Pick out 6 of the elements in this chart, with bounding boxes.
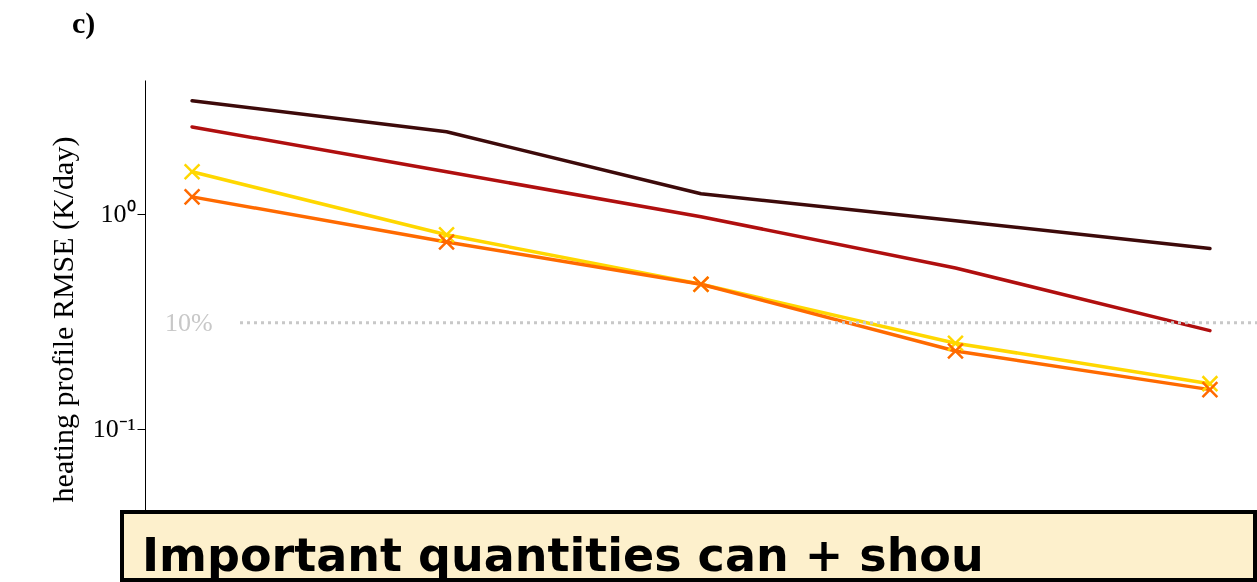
y-tick-label: 10⁰ bbox=[100, 199, 136, 229]
callout-box: Important quantities can + shou bbox=[120, 510, 1257, 582]
y-tick-label: 10⁻¹ bbox=[92, 414, 136, 444]
annotation: Important quantities can + shou bbox=[142, 528, 984, 582]
y-axis-title: heating profile RMSE (K/day) bbox=[45, 136, 80, 503]
chart-title: c) bbox=[72, 6, 96, 40]
